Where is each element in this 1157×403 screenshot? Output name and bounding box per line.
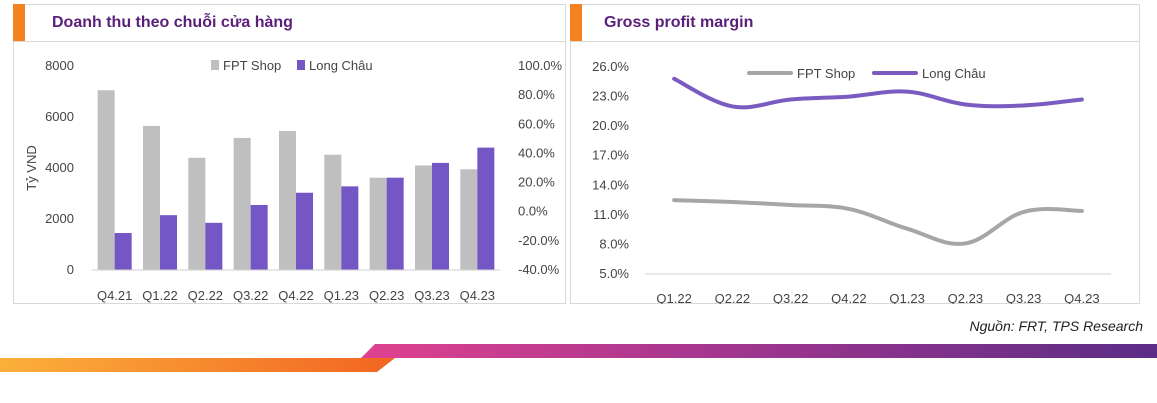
gross-margin-chart-title: Gross profit margin [604,14,754,31]
bar-long-chau [386,177,404,270]
accent-marker [13,4,25,41]
x-tick-label: Q2.22 [188,288,223,303]
accent-marker [570,4,582,41]
bar-fpt-shop [324,154,342,270]
x-tick-label: Q1.22 [142,288,177,303]
legend-label: Long Châu [309,58,373,73]
y2-tick-label: 20.0% [518,175,555,190]
y2-tick-label: 60.0% [518,116,555,131]
y-tick-label: 4000 [45,160,74,175]
y-axis-label: Tỷ VND [24,145,39,191]
line-fpt-shop [672,198,1084,246]
y-tick-label: 17.0% [592,148,629,163]
revenue-chart-title: Doanh thu theo chuỗi cửa hàng [52,14,293,31]
y-tick-label: 5.0% [599,266,629,281]
y2-tick-label: 80.0% [518,87,555,102]
y2-tick-label: 0.0% [518,204,548,219]
x-tick-label: Q3.23 [1006,291,1041,304]
gross-margin-chart-header: Gross profit margin [570,4,1139,42]
x-tick-label: Q1.22 [656,291,691,304]
bar-long-chau [296,192,313,270]
x-tick-label: Q2.22 [715,291,750,304]
y2-tick-label: 40.0% [518,145,555,160]
x-tick-label: Q4.23 [1064,291,1099,304]
legend-label: FPT Shop [797,66,855,81]
bar-long-chau [341,186,359,270]
bar-fpt-shop [369,177,387,270]
x-tick-label: Q2.23 [948,291,983,304]
y-tick-label: 26.0% [592,59,629,74]
bar-fpt-shop [279,131,296,270]
x-tick-label: Q3.22 [233,288,268,303]
bar-fpt-shop [143,125,160,270]
bar-fpt-shop [415,165,432,270]
x-tick-label: Q4.23 [460,288,495,303]
y-tick-label: 8.0% [599,236,629,251]
legend-label: Long Châu [922,66,986,81]
y-tick-label: 2000 [45,211,74,226]
x-tick-label: Q1.23 [889,291,924,304]
x-tick-label: Q3.22 [773,291,808,304]
y2-tick-label: -20.0% [518,233,560,248]
x-tick-label: Q3.23 [414,288,449,303]
bar-long-chau [432,162,449,270]
bar-fpt-shop [97,90,115,270]
y-tick-label: 14.0% [592,177,629,192]
legend-label: FPT Shop [223,58,281,73]
line-long-chau [672,76,1084,110]
revenue-chart-header: Doanh thu theo chuỗi cửa hàng [13,4,565,42]
revenue-bar-chart: 8000 6000 4000 2000 0 100.0% 80.0% 60.0% 40.0% 20… [24,58,563,303]
y-tick-label: 6000 [45,109,74,124]
legend-swatch-fpt-shop [211,60,219,70]
y-tick-label: 0 [67,262,74,277]
x-tick-label: Q4.21 [97,288,132,303]
y2-tick-label: -40.0% [518,262,560,277]
gross-margin-line-chart: 26.0% 23.0% 20.0% 17.0% 14.0% 11.0% 8.0% 5.0% Q1… [592,59,1111,304]
y-tick-label: 23.0% [592,89,629,104]
gross-margin-chart-panel: Gross profit margin 26.0% 23.0% 20.0% 17.0%… [570,4,1140,304]
y2-tick-label: 100.0% [518,58,563,73]
bar-long-chau [477,147,495,270]
x-tick-label: Q4.22 [278,288,313,303]
y-tick-label: 20.0% [592,118,629,133]
y-tick-label: 11.0% [593,207,629,222]
source-note: Nguồn: FRT, TPS Research [969,318,1143,334]
x-tick-label: Q4.22 [831,291,866,304]
x-tick-label: Q1.23 [324,288,359,303]
x-tick-label: Q2.23 [369,288,404,303]
bar-long-chau [160,215,177,270]
bar-long-chau [205,222,223,270]
y-tick-label: 8000 [45,58,74,73]
bar-fpt-shop [460,169,478,270]
decorative-footer-band [0,344,1157,372]
revenue-chart-panel: Doanh thu theo chuỗi cửa hàng 8000 6000 40… [13,4,566,304]
legend-swatch-long-chau [297,60,305,70]
bar-fpt-shop [188,157,206,270]
bar-fpt-shop [233,137,251,270]
bar-long-chau [114,233,132,270]
bar-long-chau [250,204,268,270]
